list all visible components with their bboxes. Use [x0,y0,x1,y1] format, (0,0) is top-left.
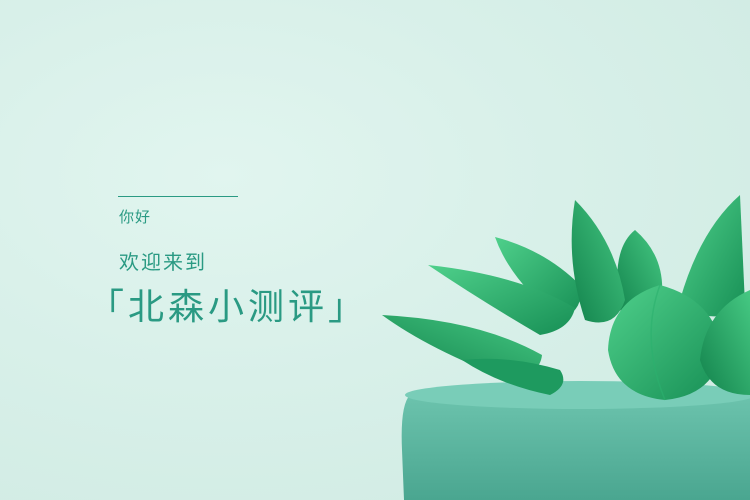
leaf [608,285,722,400]
pot [401,395,750,500]
leaf [650,284,666,401]
greeting-text: 你好 [119,208,152,226]
leaf [462,358,564,395]
leaf [700,290,750,395]
succulent-plant-illustration [382,195,750,500]
brand-title: 「北森小测评」 [88,287,369,328]
welcome-text: 欢迎来到 [119,250,207,274]
leaf [495,237,581,320]
decorative-divider-line [118,196,238,197]
leaf [428,265,575,335]
leaf [680,195,745,317]
leaf [571,200,625,323]
